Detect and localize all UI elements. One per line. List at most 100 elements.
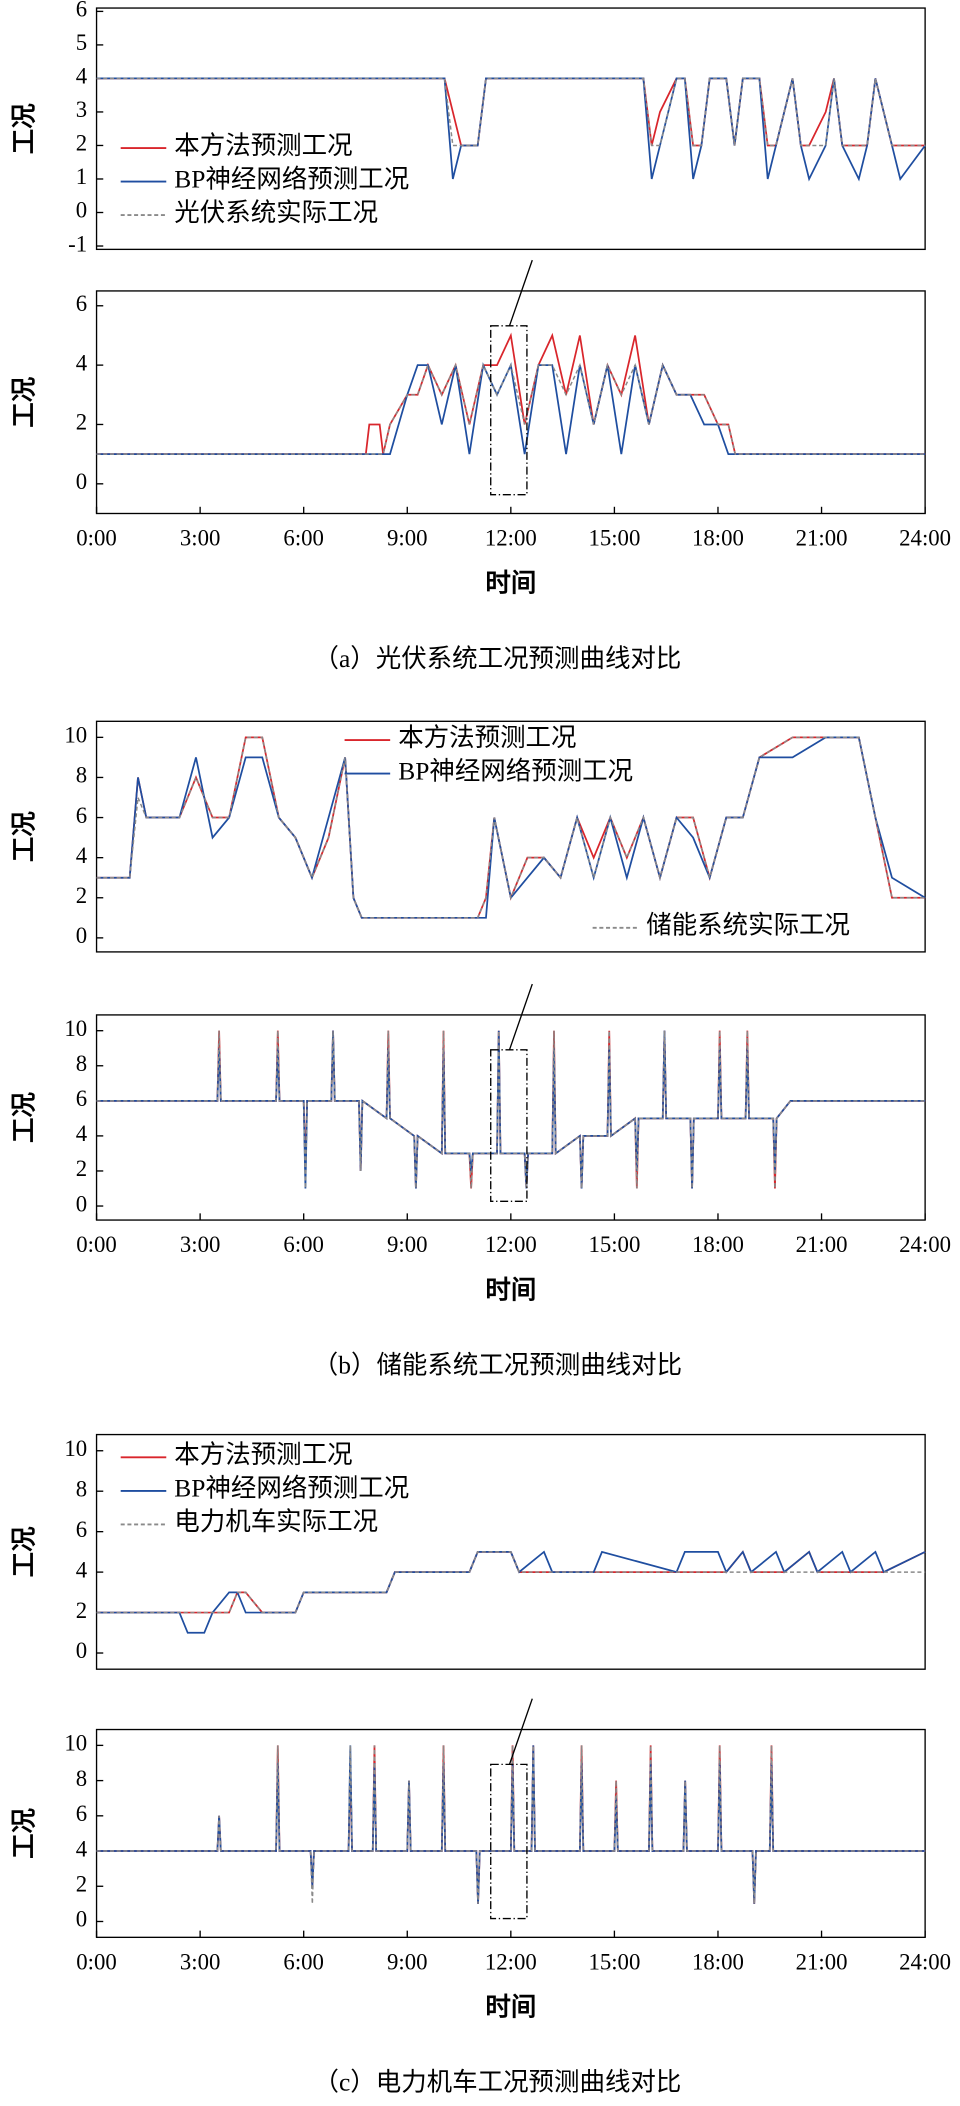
x-tick-label: 24:00 xyxy=(899,1232,951,1257)
series-line xyxy=(96,77,926,147)
y-tick-label: 4 xyxy=(76,350,88,375)
series-line xyxy=(96,1745,926,1904)
y-tick-label: 8 xyxy=(76,1051,87,1076)
y-tick-label: 4 xyxy=(76,1557,88,1582)
y-tick-label: 5 xyxy=(76,30,87,55)
zoom-connector xyxy=(508,983,533,1051)
series-line xyxy=(96,1030,926,1189)
y-tick-label: -1 xyxy=(68,231,87,256)
x-tick-label: 18:00 xyxy=(692,1232,744,1257)
series-line xyxy=(96,1745,926,1904)
x-tick-label: 15:00 xyxy=(588,526,640,551)
x-tick-label: 12:00 xyxy=(485,526,537,551)
y-tick-label: 10 xyxy=(64,723,87,748)
y-tick-label: 8 xyxy=(76,1766,87,1791)
x-tick-label: 9:00 xyxy=(387,1949,428,1974)
zoom-connector xyxy=(508,259,533,327)
y-tick-label: 4 xyxy=(76,843,88,868)
x-tick-label: 15:00 xyxy=(588,1232,640,1257)
y-tick-label: 4 xyxy=(76,1836,88,1861)
y-axis-title: 工况 xyxy=(10,1091,39,1142)
x-tick-label: 0:00 xyxy=(76,1949,117,1974)
y-tick-label: 2 xyxy=(76,1156,87,1181)
series-line xyxy=(96,1550,926,1634)
y-tick-label: 6 xyxy=(76,803,87,828)
y-tick-label: 0 xyxy=(76,198,87,223)
zoom-box xyxy=(490,1763,528,1920)
legend-label: BP神经网络预测工况 xyxy=(174,164,409,193)
x-tick-label: 18:00 xyxy=(692,526,744,551)
y-tick-label: 2 xyxy=(76,1598,87,1623)
x-axis-title: 时间 xyxy=(485,1993,536,2022)
series-line xyxy=(96,362,926,455)
y-tick-label: 0 xyxy=(76,1191,87,1216)
y-tick-label: 6 xyxy=(76,291,87,316)
x-tick-label: 15:00 xyxy=(588,1949,640,1974)
zoom-connector xyxy=(508,1698,533,1765)
x-tick-label: 6:00 xyxy=(283,526,324,551)
x-tick-label: 12:00 xyxy=(485,1949,537,1974)
x-tick-label: 18:00 xyxy=(692,1949,744,1974)
legend-label: 电力机车实际工况 xyxy=(174,1507,378,1536)
y-axis-title: 工况 xyxy=(10,811,39,862)
y-tick-label: 1 xyxy=(76,164,87,189)
zoom-box xyxy=(490,1049,528,1202)
y-tick-label: 6 xyxy=(76,1086,87,1111)
plot-frame xyxy=(95,7,926,251)
x-tick-label: 6:00 xyxy=(283,1232,324,1257)
y-tick-label: 0 xyxy=(76,469,87,494)
plot-frame xyxy=(95,720,926,953)
legend-label: 本方法预测工况 xyxy=(398,723,576,752)
series-line xyxy=(96,362,926,456)
y-axis-title: 工况 xyxy=(10,1526,39,1577)
y-tick-label: 0 xyxy=(76,1907,87,1932)
y-axis-title: 工况 xyxy=(10,103,39,154)
series-line xyxy=(96,1551,926,1614)
y-tick-label: 2 xyxy=(76,131,87,156)
series-line xyxy=(96,1030,926,1189)
x-tick-label: 21:00 xyxy=(796,1949,848,1974)
x-tick-label: 21:00 xyxy=(796,526,848,551)
y-tick-label: 2 xyxy=(76,410,87,435)
y-tick-label: 8 xyxy=(76,763,87,788)
y-tick-label: 6 xyxy=(76,1801,87,1826)
x-tick-label: 24:00 xyxy=(899,1949,951,1974)
y-tick-label: 0 xyxy=(76,1638,87,1663)
y-axis-title: 工况 xyxy=(10,1807,39,1858)
x-axis-title: 时间 xyxy=(485,569,536,598)
x-tick-label: 9:00 xyxy=(387,1232,428,1257)
series-line xyxy=(96,736,926,919)
y-tick-label: 4 xyxy=(76,64,88,89)
y-tick-label: 4 xyxy=(76,1121,88,1146)
legend-label: 储能系统实际工况 xyxy=(646,911,850,940)
legend-label: 光伏系统实际工况 xyxy=(174,198,378,227)
figure-caption: （b）储能系统工况预测曲线对比 xyxy=(313,1350,682,1379)
legend-label: 本方法预测工况 xyxy=(174,1440,352,1469)
y-tick-label: 0 xyxy=(76,923,87,948)
y-tick-label: 10 xyxy=(64,1436,87,1461)
series-line xyxy=(96,332,926,456)
x-tick-label: 0:00 xyxy=(76,526,117,551)
legend-label: BP神经网络预测工况 xyxy=(174,1474,409,1503)
y-tick-label: 6 xyxy=(76,0,87,22)
x-tick-label: 24:00 xyxy=(899,526,951,551)
x-tick-label: 9:00 xyxy=(387,526,428,551)
y-tick-label: 10 xyxy=(64,1731,87,1756)
y-tick-label: 3 xyxy=(76,97,87,122)
y-tick-label: 10 xyxy=(64,1016,87,1041)
x-tick-label: 21:00 xyxy=(796,1232,848,1257)
x-tick-label: 3:00 xyxy=(180,1949,221,1974)
figure-caption: （a）光伏系统工况预测曲线对比 xyxy=(313,644,681,673)
x-axis-title: 时间 xyxy=(485,1275,536,1304)
zoom-box xyxy=(490,325,528,496)
figure-caption: （c）电力机车工况预测曲线对比 xyxy=(313,2068,681,2097)
x-tick-label: 12:00 xyxy=(485,1232,537,1257)
series-line xyxy=(96,1030,926,1189)
plot-frame xyxy=(95,290,926,515)
y-tick-label: 2 xyxy=(76,883,87,908)
x-tick-label: 3:00 xyxy=(180,526,221,551)
x-tick-label: 6:00 xyxy=(283,1949,324,1974)
x-tick-label: 0:00 xyxy=(76,1232,117,1257)
